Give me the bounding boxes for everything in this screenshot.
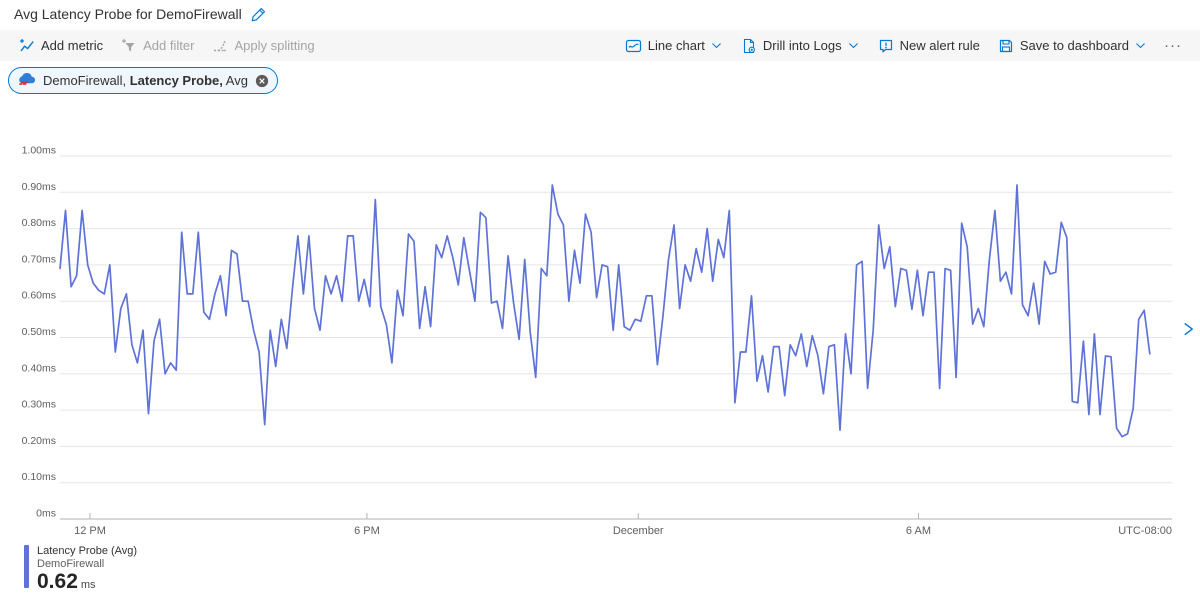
save-to-dashboard-icon [998, 38, 1014, 54]
toolbar-add-filter-label: Add filter [143, 38, 195, 53]
y-tick-label: 0.90ms [22, 181, 56, 193]
metric-pill-segment: Avg [222, 73, 248, 88]
legend-color-bar [24, 545, 29, 588]
toolbar-drill-into-logs-button[interactable]: Drill into Logs [732, 30, 869, 61]
y-tick-label: 0.80ms [22, 217, 56, 229]
toolbar-drill-into-logs-label: Drill into Logs [762, 38, 842, 53]
command-bar: Add metric Add filter Apply splitting Line… [0, 30, 1200, 61]
y-tick-label: 0.30ms [22, 399, 56, 411]
metric-pill-segment: Latency Probe, [129, 73, 223, 88]
line-chart-chevron-down-icon[interactable] [710, 39, 723, 52]
metric-pill-row: DemoFirewall, Latency Probe, Avg [8, 67, 278, 94]
x-tick-label: 6 PM [354, 525, 380, 537]
metrics-chart[interactable]: 1.00ms 0.90ms 0.80ms 0.70ms 0.60ms 0.50ms 0.40… [0, 140, 1200, 545]
toolbar-apply-splitting-button: Apply splitting [203, 30, 323, 61]
metric-pill[interactable]: DemoFirewall, Latency Probe, Avg [8, 67, 278, 94]
toolbar-new-alert-rule-button[interactable]: New alert rule [869, 30, 989, 61]
line-chart-icon [625, 38, 642, 54]
y-tick-label: 0ms [36, 508, 56, 520]
legend-unit: ms [80, 579, 96, 591]
scroll-right-chevron-icon[interactable] [1179, 319, 1197, 339]
y-tick-label: 0.70ms [22, 253, 56, 265]
command-bar-left: Add metric Add filter Apply splitting [10, 30, 324, 61]
drill-into-logs-chevron-down-icon[interactable] [847, 39, 860, 52]
drill-into-logs-icon [741, 38, 757, 54]
timezone-label: UTC-08:00 [1118, 525, 1172, 537]
y-tick-label: 0.50ms [22, 326, 56, 338]
metric-pill-label: DemoFirewall, Latency Probe, Avg [43, 73, 248, 88]
y-tick-label: 0.60ms [22, 290, 56, 302]
metric-pill-segment: DemoFirewall, [43, 73, 130, 88]
toolbar-apply-splitting-label: Apply splitting [234, 38, 315, 53]
new-alert-rule-icon [878, 38, 894, 54]
y-tick-label: 0.10ms [22, 471, 56, 483]
line-chart-canvas: 1.00ms 0.90ms 0.80ms 0.70ms 0.60ms 0.50ms 0.40… [22, 145, 1172, 537]
legend-metric-name: Latency Probe (Avg) [37, 545, 138, 557]
toolbar-save-to-dashboard-label: Save to dashboard [1019, 38, 1129, 53]
toolbar-add-filter-button: Add filter [112, 30, 203, 61]
remove-metric-icon[interactable] [255, 74, 269, 88]
toolbar-save-to-dashboard-button[interactable]: Save to dashboard [989, 30, 1156, 61]
toolbar-more-icon[interactable]: ··· [1156, 30, 1190, 61]
x-tick-label: 6 AM [906, 525, 931, 537]
legend-resource-name: DemoFirewall [37, 558, 105, 570]
chart-header: Avg Latency Probe for DemoFirewall [0, 0, 1200, 28]
toolbar-new-alert-rule-label: New alert rule [899, 38, 980, 53]
x-tick-label: 12 PM [74, 525, 106, 537]
series-line [59, 184, 1151, 438]
toolbar-line-chart-button[interactable]: Line chart [616, 30, 732, 61]
y-tick-label: 0.40ms [22, 362, 56, 374]
save-to-dashboard-chevron-down-icon[interactable] [1134, 39, 1147, 52]
page-title: Avg Latency Probe for DemoFirewall [14, 6, 242, 22]
toolbar-add-metric-button[interactable]: Add metric [10, 30, 112, 61]
toolbar-more-label: ··· [1164, 37, 1182, 54]
toolbar-line-chart-label: Line chart [647, 38, 705, 53]
x-tick-label: December [613, 525, 664, 537]
legend-item[interactable]: Latency Probe (Avg) DemoFirewall 0.62 ms [24, 545, 137, 593]
add-metric-icon [19, 38, 35, 54]
command-bar-right: Line chart Drill into Logs New alert rule S… [616, 30, 1190, 61]
add-filter-icon [121, 38, 137, 54]
legend-value: 0.62 [37, 570, 78, 593]
y-tick-label: 1.00ms [22, 145, 56, 157]
firewall-icon [18, 72, 36, 89]
toolbar-add-metric-label: Add metric [41, 38, 104, 53]
edit-title-icon[interactable] [250, 6, 267, 23]
apply-splitting-icon [212, 38, 228, 54]
y-tick-label: 0.20ms [22, 435, 56, 447]
